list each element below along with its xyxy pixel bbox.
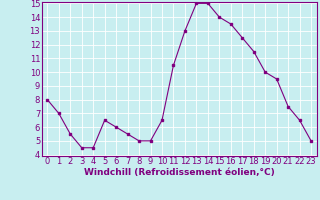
X-axis label: Windchill (Refroidissement éolien,°C): Windchill (Refroidissement éolien,°C) [84, 168, 275, 177]
